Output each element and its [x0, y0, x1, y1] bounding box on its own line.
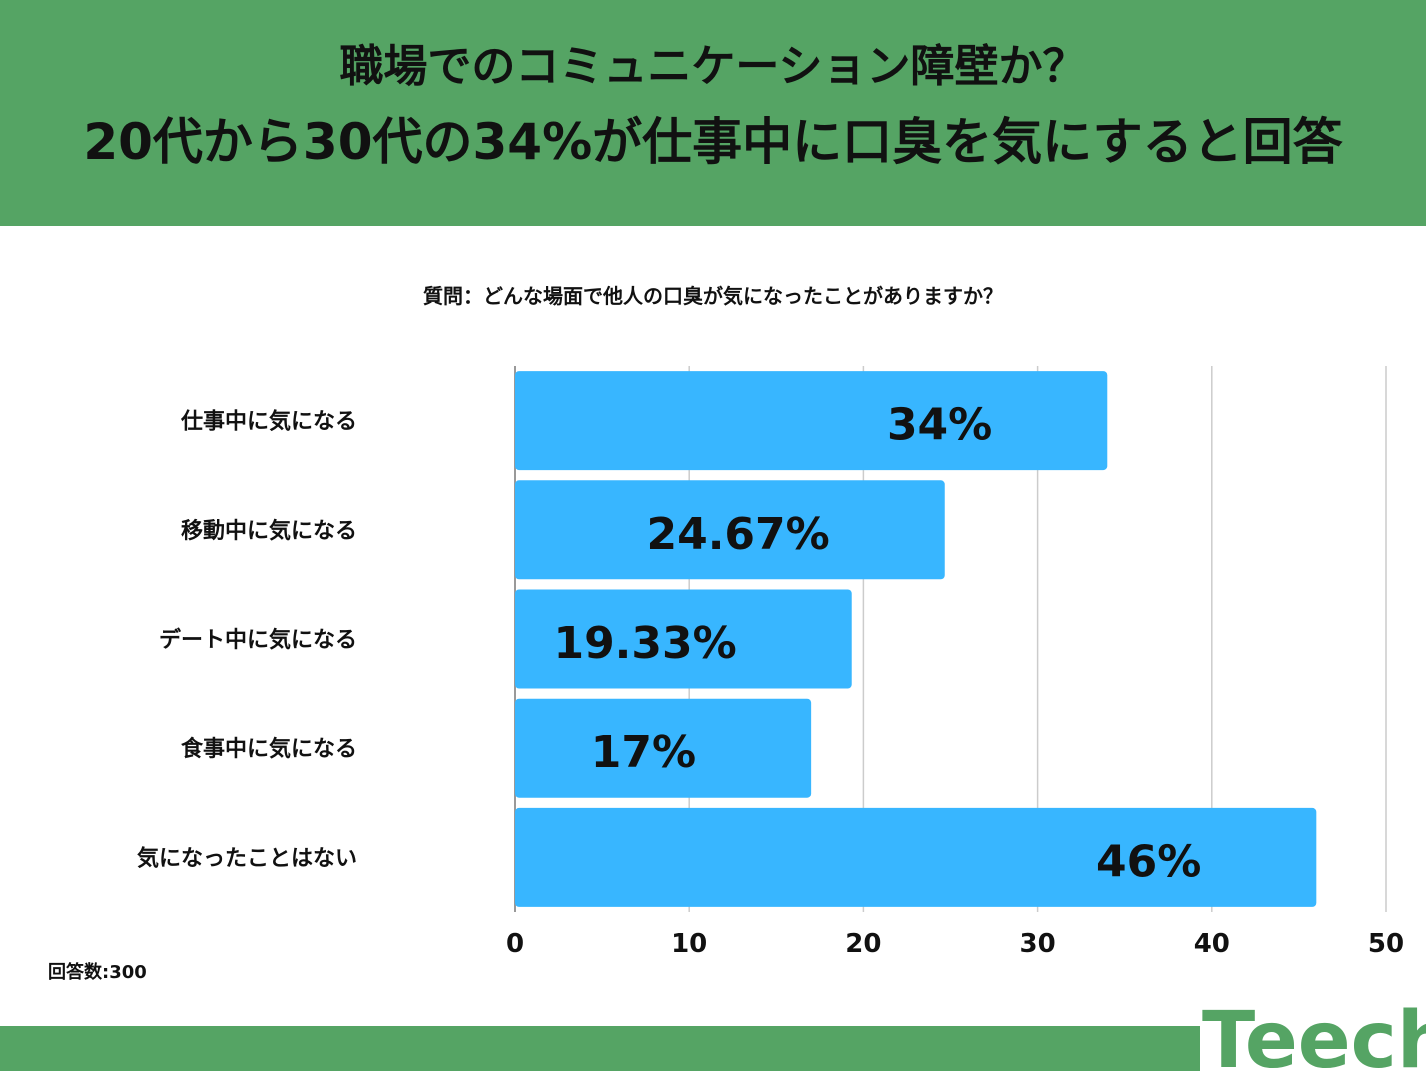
footer-bar	[0, 1026, 1200, 1071]
x-tick-label: 40	[1194, 929, 1230, 959]
value-label: 46%	[1096, 836, 1201, 887]
bar	[515, 698, 812, 798]
question-text: 質問：どんな場面で他人の口臭が気になったことがありますか？	[423, 284, 1003, 308]
x-tick-label: 0	[506, 929, 524, 959]
bar	[515, 807, 1317, 907]
bar	[515, 480, 945, 580]
x-tick-label: 50	[1368, 929, 1404, 959]
value-label: 24.67%	[646, 509, 829, 560]
category-label: 仕事中に気になる	[180, 409, 357, 435]
value-label: 34%	[887, 400, 992, 451]
teech-logo: Teech	[1202, 996, 1426, 1071]
x-tick-label: 20	[845, 929, 881, 959]
value-label: 17%	[591, 727, 696, 778]
svg-text:Teech: Teech	[1202, 996, 1426, 1071]
value-label: 19.33%	[553, 618, 736, 669]
title-banner: 職場でのコミュニケーション障壁か？ 20代から30代の34%が仕事中に口臭を気に…	[0, 0, 1426, 226]
category-label: デート中に気になる	[159, 627, 357, 653]
title-line-2: 20代から30代の34%が仕事中に口臭を気にすると回答	[83, 113, 1343, 171]
category-label: 移動中に気になる	[181, 518, 357, 544]
respondent-count: 回答数:300	[48, 962, 147, 983]
bar	[515, 589, 852, 689]
category-label: 気になったことはない	[137, 845, 357, 871]
x-tick-label: 10	[671, 929, 707, 959]
title-line-1: 職場でのコミュニケーション障壁か？	[339, 41, 1087, 92]
bar-chart: 0 10 20 30 40 50 仕事中に気になる 34% 移動中に気になる 24.67% デート中…	[137, 366, 1404, 959]
category-label: 食事中に気になる	[181, 736, 357, 762]
x-tick-label: 30	[1020, 929, 1056, 959]
bar	[515, 371, 1108, 471]
